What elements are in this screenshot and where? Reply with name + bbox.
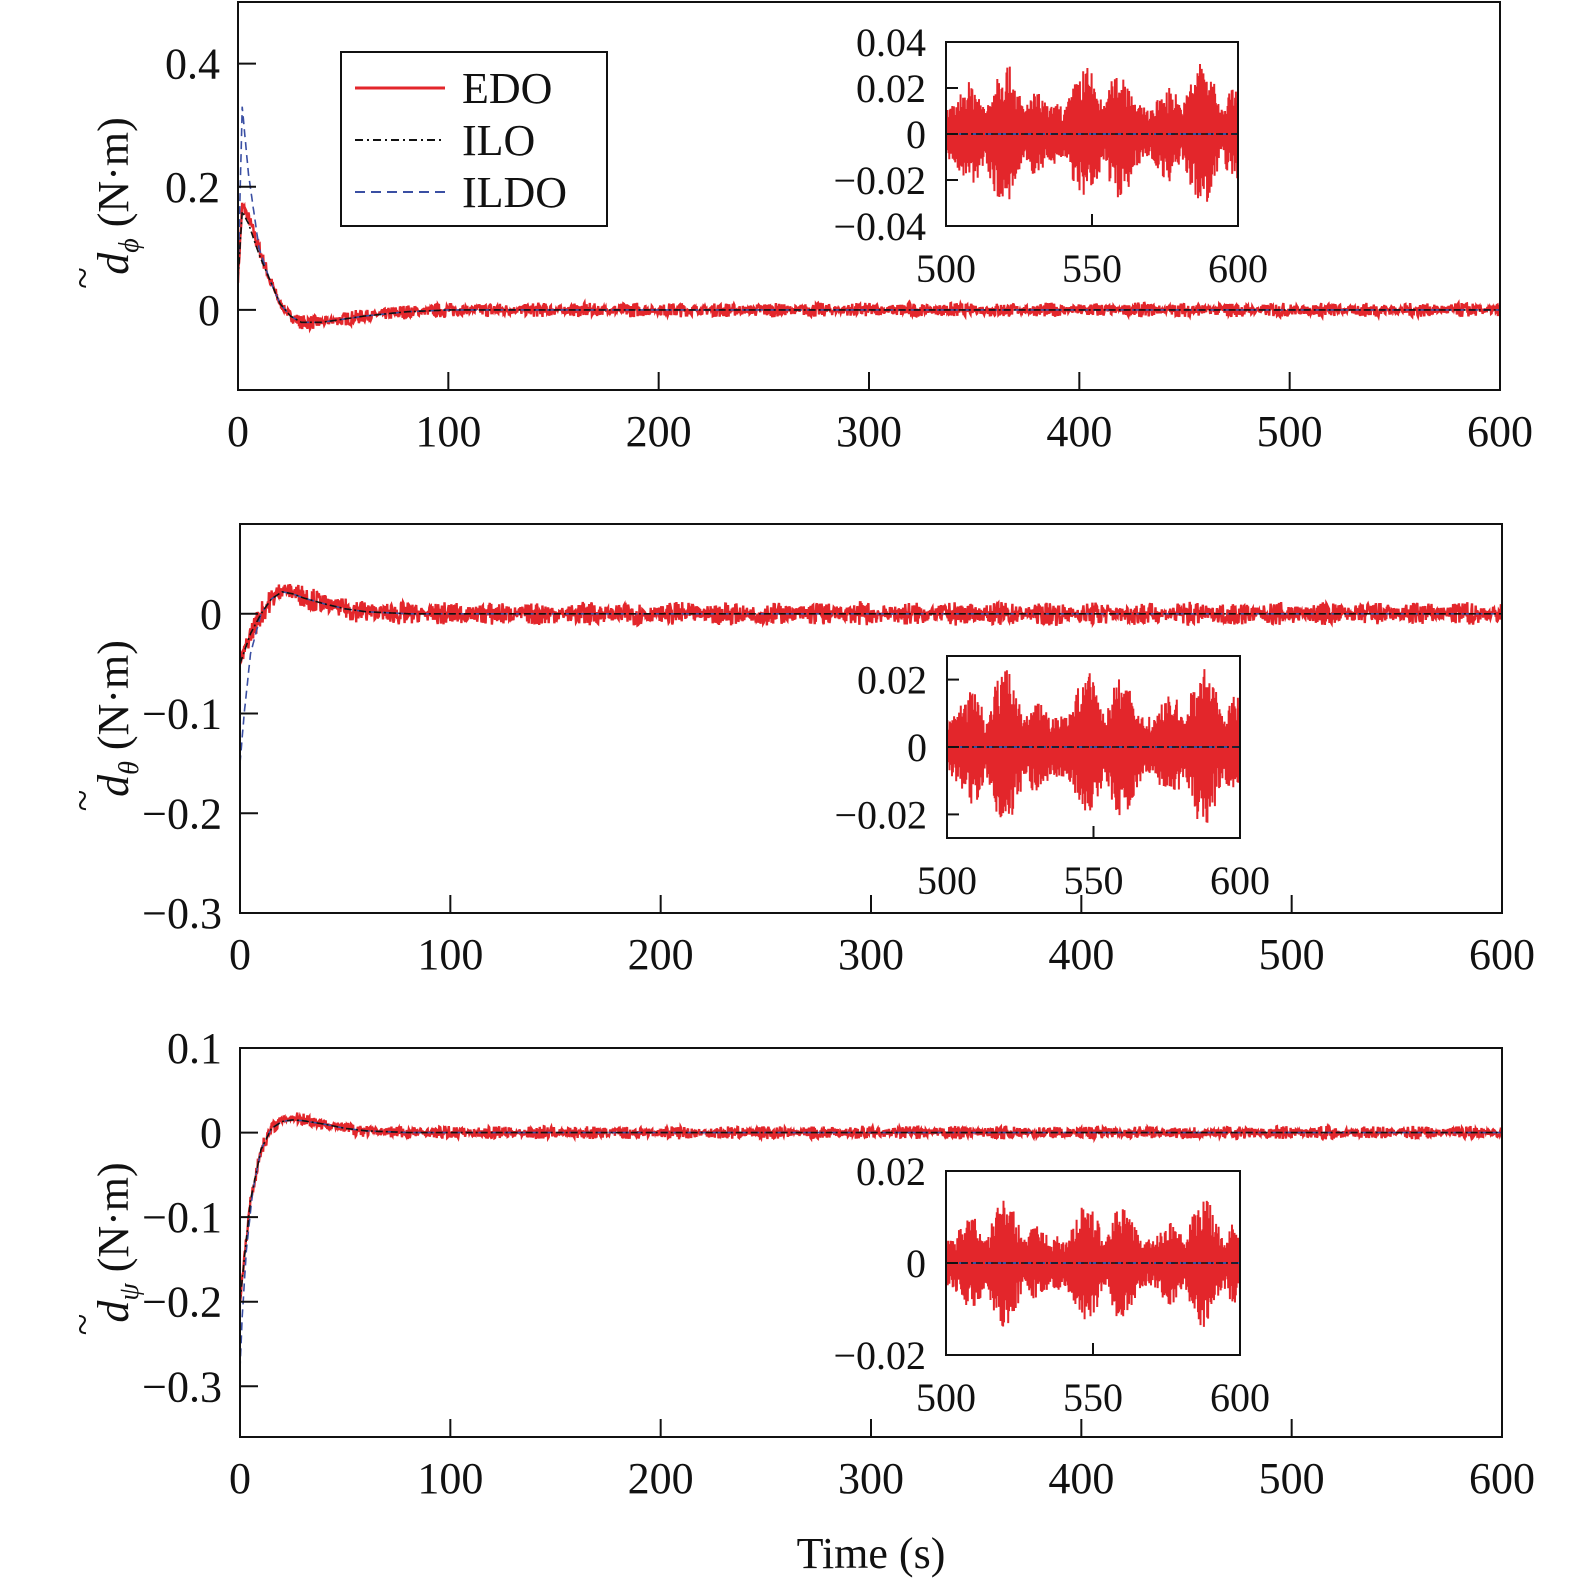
x-tick-label: 500: [1257, 407, 1323, 456]
y-axis-label-subscript: ψ: [114, 1283, 145, 1301]
inset-x-tick-label: 600: [1208, 246, 1268, 291]
legend-label-ildo: ILDO: [462, 168, 567, 217]
x-tick-label: 300: [838, 930, 904, 979]
series-edo-line: [240, 583, 1502, 667]
y-axis-label-unit: (N·m): [89, 117, 138, 238]
inset-y-tick-label: 0: [906, 1241, 926, 1286]
inset-x-tick-label: 500: [916, 246, 976, 291]
x-tick-label: 300: [838, 1454, 904, 1503]
series-edo-line: [240, 1111, 1502, 1303]
y-axis-label: dθ (N·m): [89, 640, 145, 797]
series-edo-line: [238, 201, 1500, 334]
inset-y-tick-label: 0.02: [856, 1149, 926, 1194]
y-tick-label: −0.3: [142, 1362, 222, 1411]
inset-series-edo-line: [945, 1200, 1241, 1327]
panel-3: 0 100 200 300 400 500 600 −0.3 −0.2 −0.1 0 0.1 dψ (N…: [60, 1024, 1535, 1503]
inset-y-tick-label: 0.04: [856, 20, 926, 65]
x-tick-label: 0: [227, 407, 249, 456]
inset-series-edo-line: [945, 63, 1239, 202]
y-tick-label: −0.1: [142, 690, 222, 739]
inset-y-tick-label: 0: [907, 725, 927, 770]
x-tick-label: 300: [836, 407, 902, 456]
inset-y-tick-label: 0.02: [856, 66, 926, 111]
x-tick-label: 100: [417, 1454, 483, 1503]
y-axis-label-symbol: d: [89, 252, 138, 275]
y-tick-label: 0.1: [167, 1024, 222, 1073]
y-tick-label: 0.4: [165, 40, 220, 89]
y-tick-label: 0: [200, 590, 222, 639]
legend-label-edo: EDO: [462, 64, 552, 113]
tilde-accent: ~: [60, 1314, 105, 1336]
x-tick-label: 100: [415, 407, 481, 456]
x-tick-label: 500: [1259, 1454, 1325, 1503]
inset-y-tick-label: −0.02: [833, 1333, 926, 1378]
inset-y-tick-label: −0.02: [833, 158, 926, 203]
panel-2: 0 100 200 300 400 500 600 −0.3 −0.2 −0.1 0 dθ (N·m)…: [60, 523, 1535, 979]
series-ilo-line: [238, 208, 1500, 324]
inset-x-tick-label: 600: [1210, 1375, 1270, 1420]
inset-x-tick-label: 500: [917, 858, 977, 903]
y-tick-label: 0: [198, 286, 220, 335]
plot-area: [240, 583, 1502, 764]
y-tick-label: −0.2: [142, 789, 222, 838]
plot-frame: [239, 1047, 1503, 1438]
y-tick-label: 0.2: [165, 163, 220, 212]
x-tick-label: 600: [1469, 1454, 1535, 1503]
inset-x-tick-label: 550: [1064, 858, 1124, 903]
plot-area: [238, 106, 1500, 334]
series-ilo-line: [240, 1119, 1502, 1302]
y-axis-label-unit: (N·m): [89, 1162, 138, 1283]
inset-x-tick-label: 550: [1063, 1375, 1123, 1420]
x-tick-label: 400: [1048, 930, 1114, 979]
y-axis-label-subscript: θ: [114, 761, 145, 775]
x-tick-label: 200: [628, 930, 694, 979]
series-ilo-line: [240, 590, 1502, 664]
x-axis-label: Time (s): [797, 1529, 946, 1578]
inset-y-tick-label: 0.02: [857, 658, 927, 703]
x-tick-label: 0: [229, 1454, 251, 1503]
y-axis-label-unit: (N·m): [89, 640, 138, 761]
y-axis-label-symbol: d: [89, 1300, 138, 1323]
inset-y-tick-label: −0.04: [833, 204, 926, 249]
x-tick-label: 500: [1259, 930, 1325, 979]
y-axis-label: dϕ (N·m): [89, 117, 145, 274]
y-tick-label: −0.3: [142, 889, 222, 938]
x-tick-label: 400: [1046, 407, 1112, 456]
y-axis-label-symbol: d: [89, 774, 138, 797]
x-tick-label: 0: [229, 930, 251, 979]
plot-frame: [239, 523, 1503, 914]
inset-y-tick-label: 0: [906, 112, 926, 157]
inset-y-tick-label: −0.02: [834, 792, 927, 837]
inset-series-edo-line: [946, 669, 1241, 823]
x-tick-label: 600: [1467, 407, 1533, 456]
inset-x-tick-label: 600: [1210, 858, 1270, 903]
inset-x-tick-label: 500: [916, 1375, 976, 1420]
y-axis-label-subscript: ϕ: [114, 238, 145, 253]
y-tick-label: −0.1: [142, 1193, 222, 1242]
y-axis-label: dψ (N·m): [89, 1162, 145, 1322]
legend-label-ilo: ILO: [462, 116, 535, 165]
plot-area: [240, 1111, 1502, 1370]
x-tick-label: 600: [1469, 930, 1535, 979]
x-tick-label: 100: [417, 930, 483, 979]
inset-panel: 500 550 600 −0.02 0 0.02: [834, 655, 1270, 903]
tilde-accent: ~: [60, 267, 105, 289]
inset-panel: 500 550 600 −0.02 0 0.02: [833, 1149, 1270, 1420]
x-tick-label: 200: [628, 1454, 694, 1503]
y-tick-label: 0: [200, 1109, 222, 1158]
y-tick-label: −0.2: [142, 1278, 222, 1327]
inset-x-tick-label: 550: [1062, 246, 1122, 291]
tilde-accent: ~: [60, 790, 105, 812]
x-tick-label: 400: [1048, 1454, 1114, 1503]
x-tick-label: 200: [626, 407, 692, 456]
